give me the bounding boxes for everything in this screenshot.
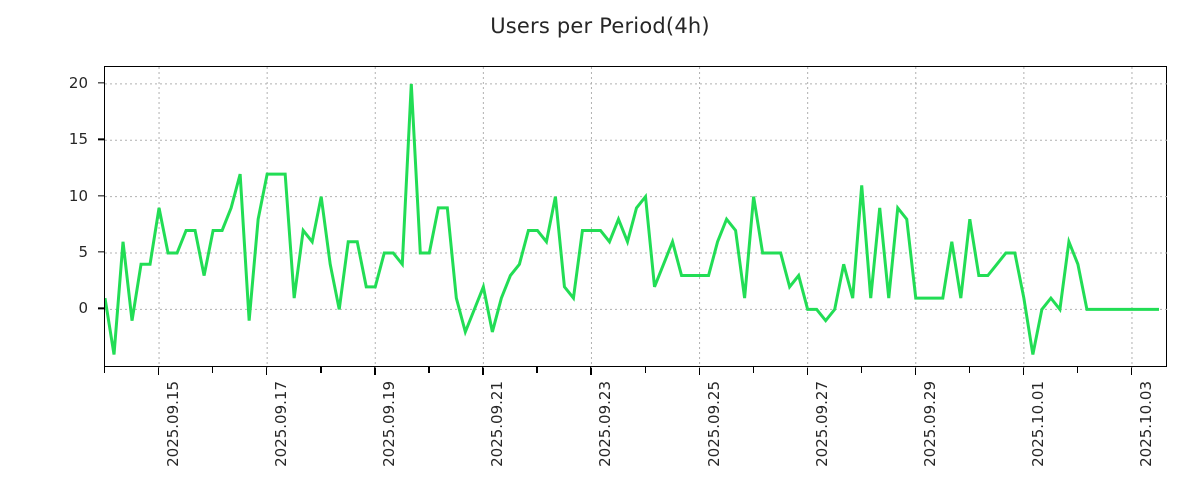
x-tick-mark-minor: [1076, 367, 1079, 373]
gridlines: [105, 67, 1168, 368]
x-tick-mark-minor: [212, 367, 214, 373]
y-tick-label: 0: [78, 299, 88, 318]
y-tick-mark: [98, 138, 105, 140]
x-tick-mark-major: [266, 367, 268, 375]
x-tick-mark-minor: [320, 367, 322, 373]
x-tick-mark-major: [374, 367, 376, 375]
y-tick-label: 5: [78, 243, 88, 261]
x-tick-mark-major: [1022, 367, 1025, 375]
y-tick-label: 20: [68, 73, 88, 92]
x-tick-mark-minor: [752, 367, 754, 373]
x-tick-label: 2025.10.03: [1136, 381, 1155, 467]
y-tick-label: 10: [68, 186, 88, 205]
x-tick-mark-major: [698, 367, 700, 375]
x-tick-label: 2025.09.27: [812, 381, 831, 467]
x-tick-mark-major: [914, 367, 917, 375]
x-tick-mark-major: [590, 367, 592, 375]
plot-area: [104, 66, 1168, 368]
x-tick-label: 2025.09.17: [272, 381, 291, 467]
x-tick-mark-major: [158, 367, 160, 375]
y-tick-mark: [98, 82, 105, 84]
x-tick-label: 2025.09.21: [488, 381, 507, 467]
x-tick-mark-minor: [644, 367, 646, 373]
x-tick-mark-major: [806, 367, 808, 375]
x-tick-mark-minor: [104, 367, 106, 373]
x-tick-label: 2025.09.23: [596, 381, 615, 467]
x-tick-mark-minor: [860, 367, 862, 373]
y-tick-mark: [98, 251, 105, 253]
y-tick-label: 15: [68, 130, 88, 149]
x-tick-mark-minor: [536, 367, 538, 373]
x-tick-label: 2025.09.19: [380, 381, 399, 467]
x-tick-mark-minor: [968, 367, 971, 373]
x-tick-label: 2025.09.25: [704, 381, 723, 467]
x-tick-label: 2025.09.15: [164, 381, 183, 467]
series-line-users-per-period: [105, 67, 1168, 368]
y-tick-mark: [98, 194, 105, 197]
chart-title: Users per Period(4h): [490, 14, 710, 38]
x-tick-label: 2025.10.01: [1028, 381, 1047, 467]
x-tick-mark-major: [482, 367, 484, 375]
y-tick-mark: [98, 307, 105, 310]
x-tick-mark-major: [1130, 367, 1133, 375]
x-tick-label: 2025.09.29: [920, 381, 939, 467]
line-path-users-per-period: [105, 83, 1159, 355]
x-tick-mark-minor: [428, 367, 430, 373]
